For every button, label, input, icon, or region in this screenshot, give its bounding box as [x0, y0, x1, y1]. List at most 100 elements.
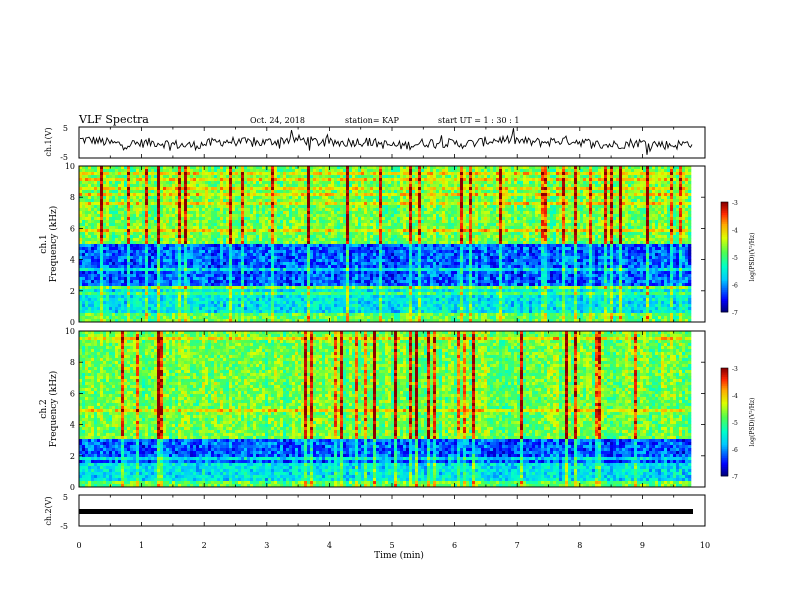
spectrogram-cell: [340, 172, 344, 176]
spectrogram-cell: [493, 208, 497, 212]
spectrogram-cell: [451, 217, 455, 221]
spectrogram-cell: [211, 169, 215, 173]
spectrogram-cell: [670, 214, 674, 218]
spectrogram-cell: [613, 229, 617, 233]
spectrogram-cell: [661, 166, 665, 170]
spectrogram-cell: [505, 208, 509, 212]
spectrogram-cell: [124, 175, 128, 179]
spectrogram-cell: [565, 169, 569, 173]
spectrogram-cell: [556, 181, 560, 185]
spectrogram-cell: [466, 178, 470, 182]
spectrogram-cell: [400, 220, 404, 224]
spectrogram-cell: [499, 217, 503, 221]
spectrogram-cell: [496, 196, 500, 200]
spectrogram-cell: [382, 181, 386, 185]
spectrogram-cell: [370, 202, 374, 206]
spectrogram-cell: [466, 193, 470, 197]
spectrogram-cell: [646, 205, 650, 209]
spectrogram-cell: [259, 172, 263, 176]
spectrogram-cell: [376, 202, 380, 206]
spectrogram-cell: [406, 184, 410, 188]
spectrogram-cell: [418, 178, 422, 182]
spectrogram-cell: [118, 193, 122, 197]
spectrogram-cell: [550, 211, 554, 215]
spectrogram-cell: [313, 190, 317, 194]
spectrogram-cell: [94, 220, 98, 224]
spectrogram-cell: [298, 208, 302, 212]
spectrogram-cell: [604, 199, 608, 203]
spectrogram-cell: [475, 220, 479, 224]
spectrogram-cell: [535, 217, 539, 221]
spectrogram-cell: [208, 214, 212, 218]
spectrogram-cell: [670, 232, 674, 236]
spectrogram-cell: [193, 172, 197, 176]
spectrogram-cell: [229, 229, 233, 233]
spectrogram-cell: [421, 202, 425, 206]
spectrogram-cell: [493, 223, 497, 227]
spectrogram-cell: [574, 169, 578, 173]
spectrogram-cell: [610, 166, 614, 170]
spectrogram-cell: [436, 187, 440, 191]
spectrogram-cell: [517, 190, 521, 194]
spectrogram-cell: [556, 199, 560, 203]
spectrogram-cell: [397, 214, 401, 218]
spectrogram-cell: [253, 220, 257, 224]
spectrogram-cell: [283, 235, 287, 239]
spectrogram-cell: [616, 175, 620, 179]
spectrogram-cell: [655, 199, 659, 203]
spectrogram-cell: [433, 202, 437, 206]
spectrogram-cell: [166, 220, 170, 224]
spectrogram-cell: [346, 178, 350, 182]
spectrogram-cell: [121, 223, 125, 227]
spectrogram-cell: [655, 217, 659, 221]
spectrogram-cell: [553, 208, 557, 212]
spectrogram-cell: [316, 172, 320, 176]
spectrogram-cell: [322, 232, 326, 236]
spectrogram-cell: [493, 190, 497, 194]
spectrogram-cell: [493, 172, 497, 176]
spectrogram-cell: [124, 232, 128, 236]
spectrogram-cell: [151, 193, 155, 197]
spectrogram-cell: [205, 178, 209, 182]
spectrogram-cell: [199, 235, 203, 239]
spectrogram-cell: [598, 181, 602, 185]
spectrogram-cell: [529, 196, 533, 200]
spectrogram-cell: [622, 205, 626, 209]
spectrogram-cell: [169, 202, 173, 206]
spectrogram-cell: [268, 178, 272, 182]
spectrogram-cell: [319, 187, 323, 191]
spectrogram-cell: [625, 169, 629, 173]
spectrogram-cell: [376, 205, 380, 209]
spectrogram-cell: [601, 190, 605, 194]
spectrogram-cell: [115, 187, 119, 191]
spectrogram-cell: [259, 211, 263, 215]
spectrogram-cell: [391, 193, 395, 197]
spectrogram-cell: [259, 226, 263, 230]
spectrogram-cell: [403, 169, 407, 173]
spectrogram-cell: [598, 166, 602, 170]
spectrogram-cell: [85, 238, 89, 242]
spectrogram-cell: [106, 175, 110, 179]
spectrogram-cell: [370, 175, 374, 179]
spectrogram-cell: [325, 166, 329, 170]
spectrogram-cell: [667, 214, 671, 218]
spectrogram-cell: [172, 172, 176, 176]
spectrogram-cell: [592, 199, 596, 203]
spectrogram-cell: [340, 205, 344, 209]
spectrogram-cell: [361, 235, 365, 239]
spectrogram-cell: [244, 187, 248, 191]
spectrogram-cell: [235, 199, 239, 203]
spectrogram-cell: [301, 187, 305, 191]
spectrogram-cell: [616, 232, 620, 236]
spectrogram-cell: [337, 199, 341, 203]
spectrogram-cell: [124, 187, 128, 191]
spectrogram-cell: [436, 184, 440, 188]
spectrogram-cell: [91, 184, 95, 188]
spectrogram-cell: [247, 166, 251, 170]
spectrogram-cell: [640, 232, 644, 236]
spectrogram-cell: [361, 211, 365, 215]
spectrogram-cell: [139, 229, 143, 233]
spectrogram-cell: [451, 202, 455, 206]
spectrogram-cell: [97, 202, 101, 206]
spectrogram-cell: [151, 235, 155, 239]
